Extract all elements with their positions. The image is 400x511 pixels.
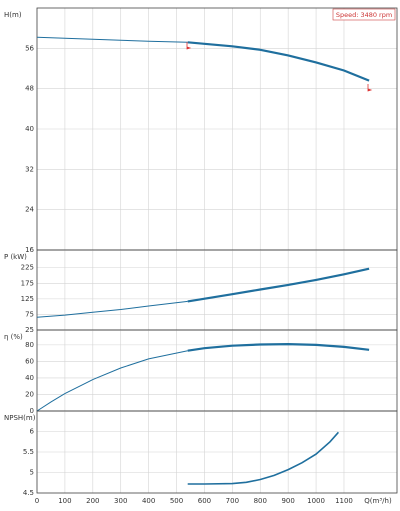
y-tick-label: 48 xyxy=(25,85,34,93)
y-tick-label: 20 xyxy=(25,390,34,398)
x-tick-label: 200 xyxy=(86,497,99,505)
y-tick-label: 16 xyxy=(25,246,34,254)
curve xyxy=(187,41,370,82)
y-tick-label: 40 xyxy=(25,125,34,133)
x-tick-label: 400 xyxy=(142,497,155,505)
y-axis-label: P (kW) xyxy=(4,253,27,261)
y-tick-label: 225 xyxy=(21,264,34,272)
y-tick-label: 175 xyxy=(21,279,34,287)
annotation: Speed: 3480 rpm xyxy=(336,11,392,19)
x-tick-label: 800 xyxy=(254,497,267,505)
y-axis-label: η (%) xyxy=(4,333,23,341)
y-tick-label: 40 xyxy=(25,374,34,382)
y-tick-label: 0 xyxy=(30,407,34,415)
annotation-box xyxy=(332,8,396,21)
y-tick-label: 6 xyxy=(30,428,35,436)
curve xyxy=(36,300,188,318)
x-tick-label: 700 xyxy=(226,497,239,505)
x-tick-label: 100 xyxy=(58,497,71,505)
x-tick-label: 500 xyxy=(170,497,183,505)
x-tick-label: 0 xyxy=(35,497,39,505)
y-tick-label: 125 xyxy=(21,295,34,303)
x-tick-label: 1000 xyxy=(307,497,325,505)
y-tick-label: 60 xyxy=(25,357,34,365)
y-tick-label: 80 xyxy=(25,341,34,349)
panel-frame xyxy=(36,410,398,494)
y-tick-label: 75 xyxy=(25,310,34,318)
y-axis-label: H(m) xyxy=(4,11,22,19)
y-tick-label: 5.5 xyxy=(23,448,34,456)
curve xyxy=(187,342,370,352)
y-tick-label: 4.5 xyxy=(23,489,34,497)
duty-flag xyxy=(367,84,373,92)
curve xyxy=(36,350,188,412)
curve xyxy=(187,267,370,303)
y-axis-label: NPSH(m) xyxy=(4,414,36,422)
x-tick-label: 900 xyxy=(281,497,294,505)
x-tick-label: 1100 xyxy=(335,497,353,505)
curve xyxy=(187,431,339,485)
y-tick-label: 56 xyxy=(25,44,34,52)
y-tick-label: 24 xyxy=(25,206,34,214)
x-tick-label: 300 xyxy=(114,497,127,505)
y-tick-label: 25 xyxy=(25,326,34,334)
y-tick-label: 5 xyxy=(30,469,34,477)
x-axis-label: Q(m³/h) xyxy=(364,497,392,505)
x-tick-label: 600 xyxy=(198,497,211,505)
curve xyxy=(36,36,188,43)
y-tick-label: 32 xyxy=(25,165,34,173)
duty-flag xyxy=(186,42,192,50)
